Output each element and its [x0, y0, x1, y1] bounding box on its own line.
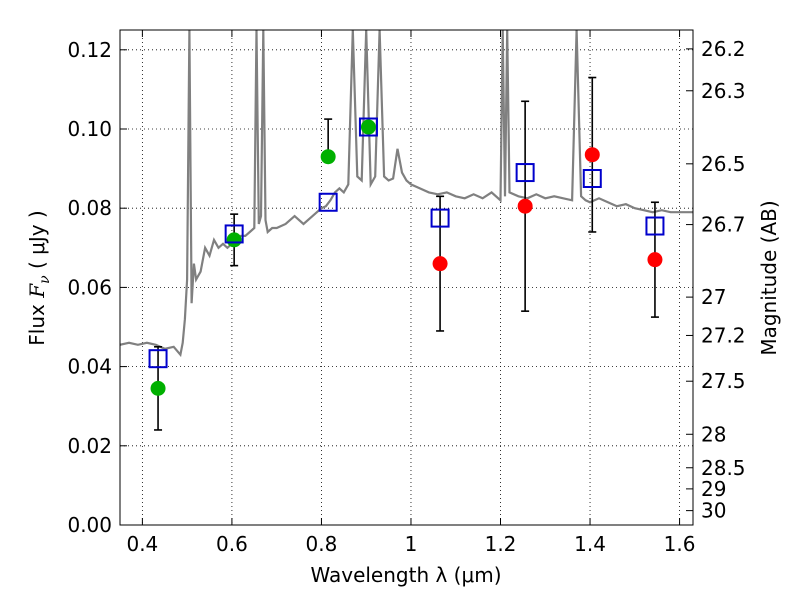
model-point: [582, 169, 602, 188]
model-point: [224, 224, 244, 244]
optical-point: [150, 380, 166, 396]
grid-layer: [120, 30, 693, 526]
optical-point: [226, 232, 242, 248]
y-tick-label: 0.04: [67, 355, 112, 379]
y-tick-label: 0.06: [67, 275, 112, 299]
right-tick-label: 28: [701, 422, 726, 446]
right-tick-label: 26.3: [701, 79, 746, 103]
x-tick-label: 0.4: [126, 532, 158, 556]
spectrum-line: [120, 30, 693, 358]
optical-point: [360, 119, 376, 135]
nir-point: [517, 198, 533, 214]
nir-point: [584, 147, 600, 163]
y-axis-label-prefix: Flux: [25, 298, 49, 346]
x-tick-label: 0.8: [306, 532, 338, 556]
model-point: [358, 117, 378, 137]
right-tick-label: 27.5: [701, 369, 746, 393]
nir-point: [647, 252, 663, 268]
model-point: [645, 216, 665, 236]
plot-frame: [119, 29, 694, 526]
y-tick-label: 0.02: [67, 434, 112, 458]
x-tick-label: 1.6: [664, 532, 696, 556]
right-tick-label: 27.2: [701, 323, 746, 347]
model-point: [148, 349, 168, 369]
y-axis-label-symbol: F: [25, 283, 49, 299]
right-tick-label: 26.2: [701, 37, 746, 61]
x-axis-label: Wavelength λ (μm): [310, 563, 501, 587]
right-tick-label: 30: [701, 499, 726, 523]
y-axis-label-sub: ν: [37, 275, 53, 284]
ticks-layer: [120, 30, 693, 526]
right-tick-label: 29: [701, 477, 726, 501]
y-axis-label: Flux Fν ( μJy ): [25, 210, 53, 345]
y-tick-label: 0.00: [67, 513, 112, 537]
y-axis-label-suffix: ( μJy ): [25, 210, 49, 275]
errorbar-layer: [154, 76, 659, 431]
right-tick-label: 26.5: [701, 152, 746, 176]
spectrum-layer: [120, 30, 693, 358]
x-tick-label: 1.2: [485, 532, 517, 556]
tick-label-layer: 0.4 0.6 0.8 1 1.2 1.4 1.6 0.00 0.02 0.04 0.06 0.08 0…: [67, 37, 745, 556]
right-tick-label: 28.5: [701, 456, 746, 480]
points-layer: [148, 117, 665, 396]
y-tick-label: 0.08: [67, 196, 112, 220]
model-point: [515, 163, 535, 183]
x-tick-label: 1: [405, 532, 418, 556]
y-tick-label: 0.12: [67, 38, 112, 62]
model-point: [430, 208, 450, 228]
x-tick-label: 1.4: [574, 532, 606, 556]
right-tick-label: 27: [701, 285, 726, 309]
right-axis-label: Magnitude (AB): [757, 200, 781, 355]
y-tick-label: 0.10: [67, 117, 112, 141]
right-tick-label: 26.7: [701, 213, 746, 237]
x-tick-label: 0.6: [216, 532, 248, 556]
optical-point: [320, 149, 336, 165]
model-point: [318, 192, 338, 212]
nir-point: [432, 256, 448, 272]
